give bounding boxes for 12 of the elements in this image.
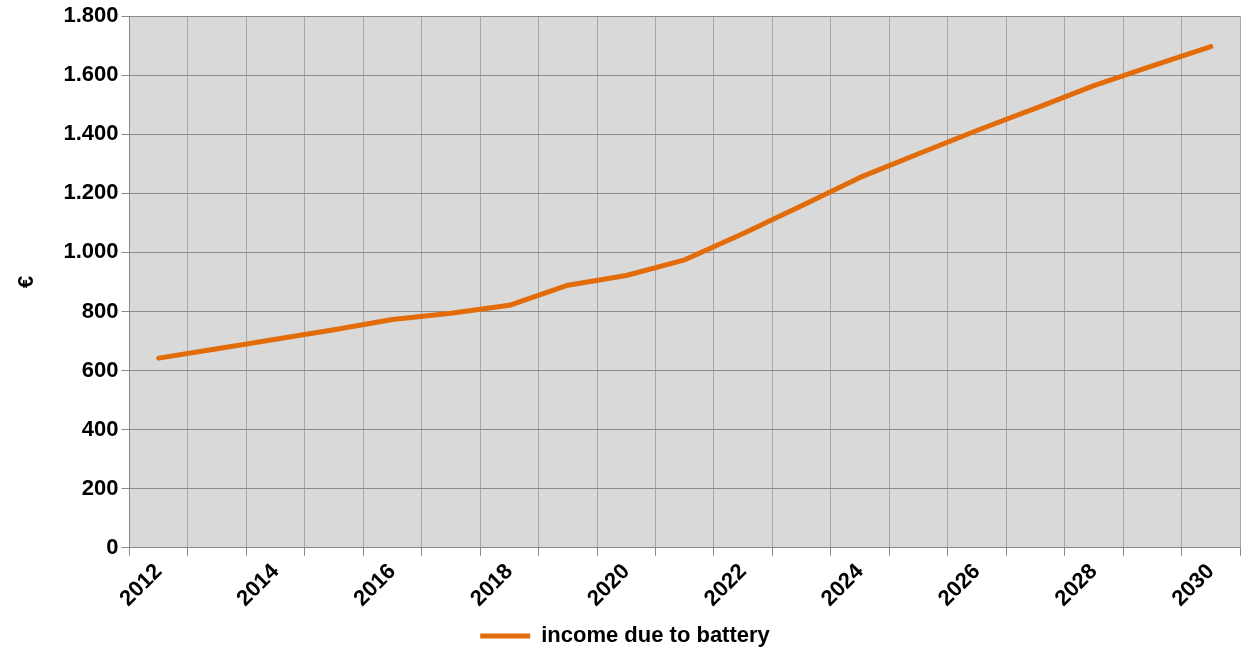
y-tick-label: 800 xyxy=(81,297,119,323)
y-tick-label: 1.800 xyxy=(63,2,119,28)
legend-label: income due to battery xyxy=(541,622,771,648)
y-tick-label: 400 xyxy=(81,415,119,441)
y-tick-label: 1.400 xyxy=(63,120,119,146)
y-tick-label: 0 xyxy=(106,533,119,559)
y-tick-label: 1.000 xyxy=(63,238,119,264)
y-axis-title: € xyxy=(13,275,39,289)
y-tick-label: 600 xyxy=(81,356,119,382)
y-tick-label: 1.600 xyxy=(63,61,119,87)
y-tick-label: 200 xyxy=(81,474,119,500)
y-tick-label: 1.200 xyxy=(63,179,119,205)
